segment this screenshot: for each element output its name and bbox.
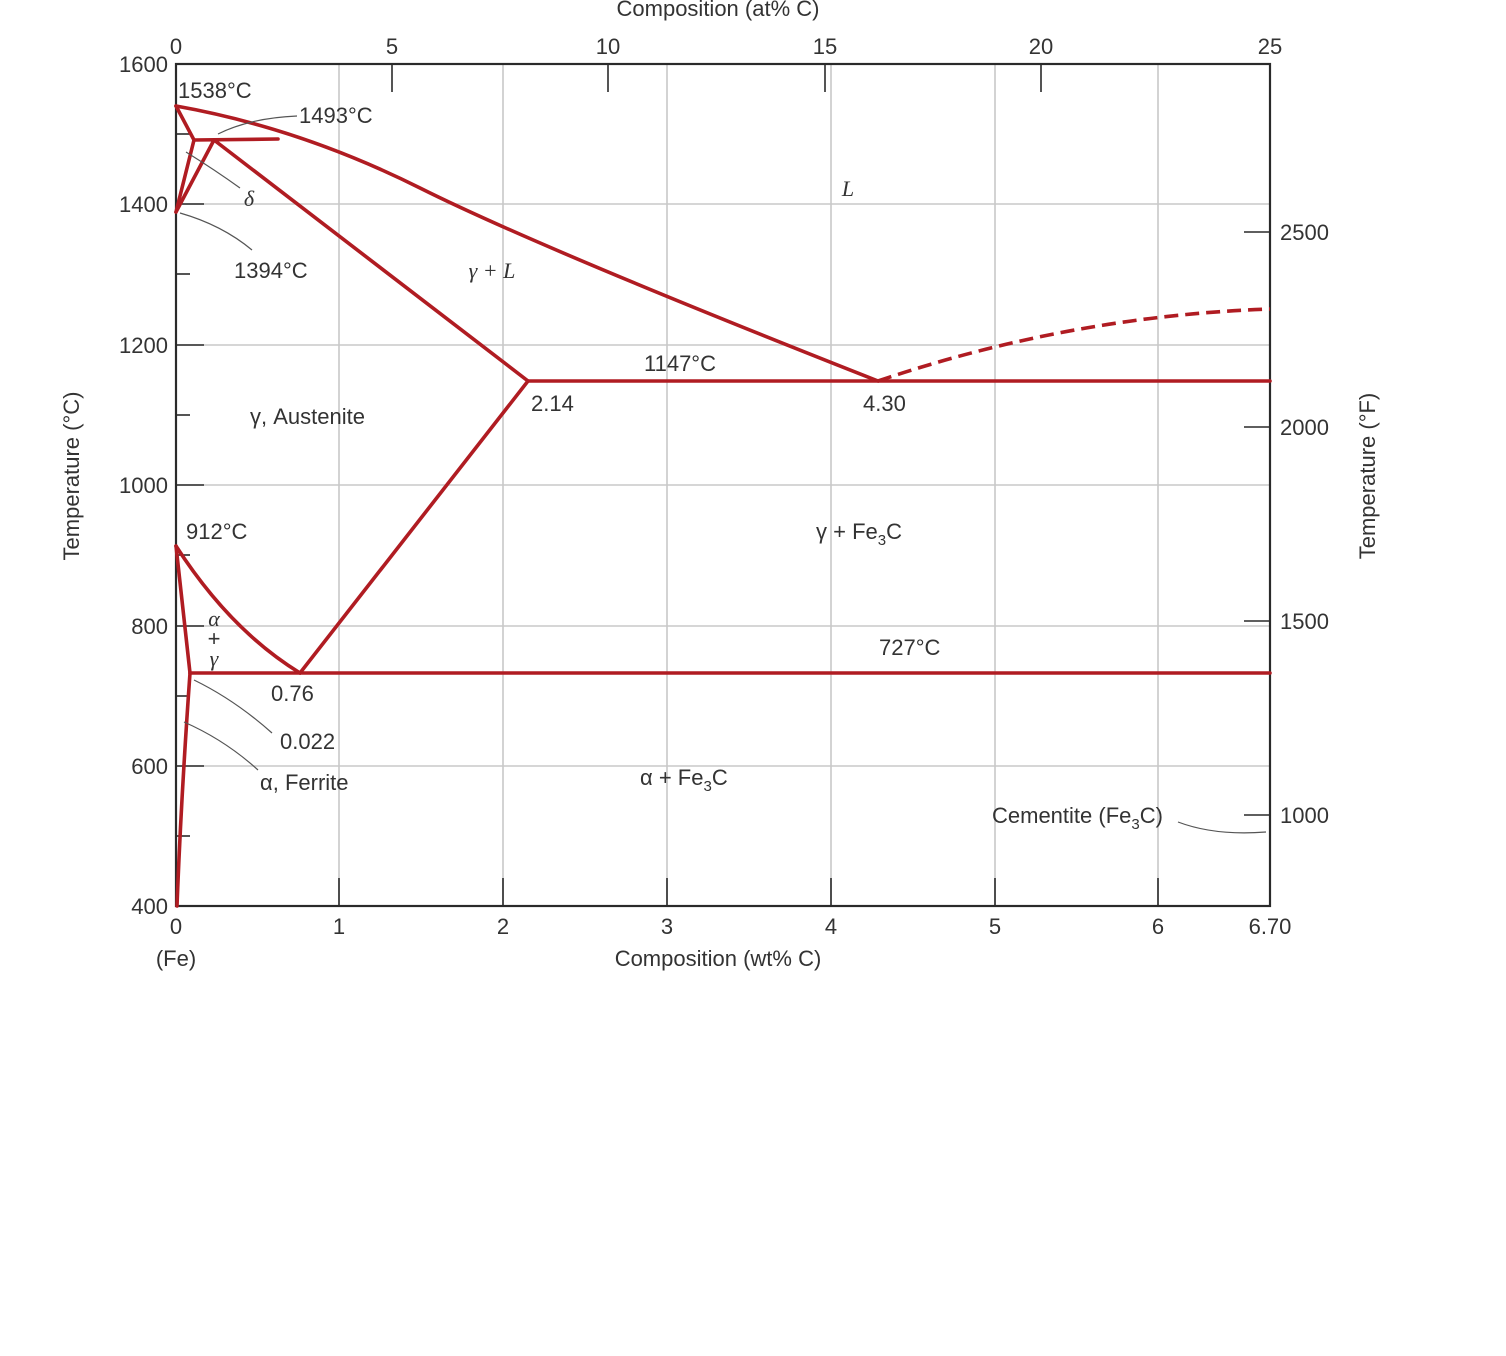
annotation-912: 912°C [186, 519, 248, 544]
leader-lines [179, 115, 1267, 834]
delta-gamma-right-line [174, 138, 216, 214]
bottom-axis-title: Composition (wt% C) [615, 946, 822, 971]
top-tick-label-5: 5 [386, 34, 398, 59]
leader-ferrite [183, 721, 259, 771]
phase-label-ferrite: α, Ferrite [260, 770, 349, 795]
annotation-727: 727°C [879, 635, 941, 660]
cementite-tail: C) [1140, 803, 1163, 828]
phase-label-alpha-fe3c: α + Fe3C [640, 765, 728, 795]
top-tick-label-25: 25 [1258, 34, 1282, 59]
right-tick-label-1000: 1000 [1280, 803, 1329, 828]
right-tick-label-2500: 2500 [1280, 220, 1329, 245]
leader-1394 [179, 212, 253, 251]
left-tick-label-600: 600 [131, 754, 168, 779]
phase-label-liquid: L [841, 176, 854, 201]
bottom-tick-label-2: 2 [497, 914, 509, 939]
leader-0022 [193, 679, 273, 734]
alpha-fe3c-tail: C [712, 765, 728, 790]
top-tick-label-20: 20 [1029, 34, 1053, 59]
bottom-tick-label-4: 4 [825, 914, 837, 939]
phase-label-alpha-gamma-plus: + [208, 626, 221, 651]
left-tick-label-400: 400 [131, 894, 168, 919]
bottom-tick-label-0: 0 [170, 914, 182, 939]
phase-label-gamma-liquid: γ + L [469, 258, 516, 283]
gamma-fe3c-sub: 3 [878, 532, 886, 549]
right-tick-label-2000: 2000 [1280, 415, 1329, 440]
top-axis-tick-labels: 0 5 10 15 20 25 [170, 34, 1282, 59]
gamma-fe3c-main: γ + Fe [816, 519, 878, 544]
right-tick-label-1500: 1500 [1280, 609, 1329, 634]
alpha-fe3c-main: α + Fe [640, 765, 703, 790]
phase-label-gamma-fe3c: γ + Fe3C [816, 519, 902, 549]
peritectic-line [192, 137, 280, 142]
bottom-tick-label-670: 6.70 [1249, 914, 1292, 939]
ferrite-solvus-line [175, 671, 192, 908]
phase-label-alpha-gamma-a: α [208, 606, 220, 631]
annotation-2.14: 2.14 [531, 391, 574, 416]
right-axis-tick-labels: 2500 2000 1500 1000 [1280, 220, 1329, 828]
left-tick-label-1600: 1600 [119, 52, 168, 77]
liquidus-line [174, 104, 880, 383]
left-tick-label-1000: 1000 [119, 473, 168, 498]
annotation-1147: 1147°C [644, 351, 716, 376]
top-tick-label-10: 10 [596, 34, 620, 59]
bottom-tick-label-3: 3 [661, 914, 673, 939]
cementite-main: Cementite (Fe [992, 803, 1131, 828]
bottom-sub-label-fe: (Fe) [156, 946, 196, 971]
left-tick-label-800: 800 [131, 614, 168, 639]
bottom-tick-label-6: 6 [1152, 914, 1164, 939]
alpha-fe3c-sub: 3 [703, 778, 711, 795]
left-tick-label-1200: 1200 [119, 333, 168, 358]
a3-line [174, 544, 302, 675]
left-tick-label-1400: 1400 [119, 192, 168, 217]
bottom-tick-label-5: 5 [989, 914, 1001, 939]
bottom-tick-label-1: 1 [333, 914, 345, 939]
top-tick-label-15: 15 [813, 34, 837, 59]
grid [176, 64, 1270, 906]
top-tick-label-0: 0 [170, 34, 182, 59]
austenite-solidus-line [212, 138, 530, 383]
annotation-1493: 1493°C [299, 103, 373, 128]
left-axis-ticks [176, 63, 204, 837]
top-axis-ticks [391, 64, 1042, 92]
bottom-axis-tick-labels: 0 1 2 3 4 5 6 6.70 (Fe) [156, 914, 1292, 971]
leader-1493 [217, 115, 298, 135]
top-axis-title: Composition (at% C) [617, 0, 820, 21]
right-axis-ticks [1244, 231, 1270, 816]
left-axis-title: Temperature (°C) [59, 392, 84, 561]
liquidus-dashed-line [877, 307, 1271, 383]
annotation-0.022: 0.022 [280, 729, 335, 754]
right-axis-title: Temperature (°F) [1355, 393, 1380, 560]
alpha-gamma-solvus-line [174, 544, 192, 675]
bottom-axis-ticks [338, 878, 1159, 906]
annotation-1538: 1538°C [178, 78, 252, 103]
delta-gamma-left-line [174, 138, 196, 214]
gamma-fe3c-tail: C [886, 519, 902, 544]
phase-label-alpha-gamma-g: γ [210, 646, 220, 671]
annotation-1394: 1394°C [234, 258, 308, 283]
phase-label-austenite: γ, Austenite [250, 404, 365, 429]
annotation-0.76: 0.76 [271, 681, 314, 706]
leader-cementite [1177, 821, 1267, 834]
delta-solidus-line [174, 104, 196, 142]
acm-line [298, 379, 530, 675]
phase-boundaries [174, 104, 1272, 908]
annotation-4.30: 4.30 [863, 391, 906, 416]
leader-delta [185, 151, 241, 189]
phase-label-delta: δ [244, 186, 255, 211]
phase-label-cementite: Cementite (Fe3C) [992, 803, 1163, 833]
cementite-sub: 3 [1131, 816, 1139, 833]
left-axis-tick-labels: 1600 1400 1200 1000 800 600 400 [119, 52, 168, 919]
